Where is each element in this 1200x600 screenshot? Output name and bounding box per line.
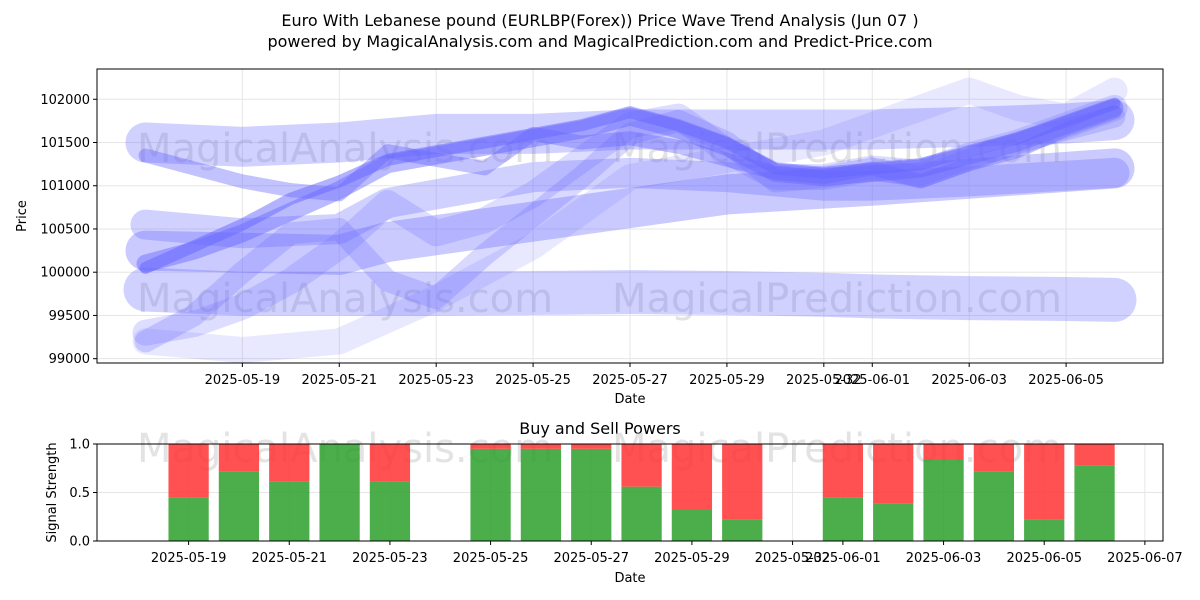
buy-bar <box>168 497 209 541</box>
watermark: MagicalAnalysis.com <box>137 276 553 322</box>
chart-title: Euro With Lebanese pound (EURLBP(Forex))… <box>281 11 918 30</box>
x-tick-label: 2025-05-32 <box>786 373 862 388</box>
x-tick-label: 2025-05-27 <box>553 551 629 566</box>
buy-bar <box>319 444 360 541</box>
wave-series <box>125 148 1135 275</box>
x-tick-label: 2025-05-21 <box>301 373 377 388</box>
x-tick-label: 2025-06-07 <box>1107 551 1183 566</box>
bar-chart-title: Buy and Sell Powers <box>519 419 681 438</box>
wave-series <box>138 105 1122 202</box>
x-tick-label: 2025-05-29 <box>654 551 730 566</box>
x-tick-label: 2025-05-25 <box>495 373 571 388</box>
buy-bar <box>873 503 914 541</box>
y-tick-label: 100000 <box>40 266 90 281</box>
plot-frame <box>96 68 1164 364</box>
wave-series <box>132 94 1128 346</box>
x-axis-label: Date <box>614 392 645 407</box>
y-tick-label: 0.5 <box>69 486 90 501</box>
x-tick-label: 2025-05-25 <box>453 551 529 566</box>
x-tick-label: 2025-05-23 <box>352 551 428 566</box>
wave-series <box>132 77 1128 363</box>
sell-bar <box>973 444 1015 472</box>
x-tick-label: 2025-05-29 <box>689 373 765 388</box>
plot-frame <box>96 443 1164 542</box>
wave-series <box>123 267 1137 322</box>
wave-series <box>134 105 1126 353</box>
sell-bar <box>1024 444 1065 520</box>
y-tick-label: 0.0 <box>69 535 90 550</box>
buy-bar <box>1024 519 1065 541</box>
wave-series <box>136 98 1124 273</box>
y-tick-label: 101000 <box>40 179 90 194</box>
x-tick-label: 2025-05-32 <box>755 551 831 566</box>
x-tick-label: 2025-05-19 <box>205 373 281 388</box>
x-tick-label: 2025-05-23 <box>398 373 474 388</box>
x-tick-label: 2025-06-05 <box>1006 551 1082 566</box>
x-axis-label: Date <box>614 571 645 586</box>
x-tick-label: 2025-05-19 <box>151 551 227 566</box>
buy-bar <box>269 481 310 541</box>
y-tick-label: 99500 <box>49 309 90 324</box>
x-tick-label: 2025-05-27 <box>592 373 668 388</box>
sell-bar <box>822 444 864 498</box>
sell-bar <box>873 444 914 504</box>
sell-bar <box>571 444 612 449</box>
buy-bar <box>520 448 562 541</box>
buy-bar <box>571 448 612 541</box>
buy-bar <box>923 459 964 541</box>
sell-bar <box>369 444 411 482</box>
wave-series <box>130 157 1130 249</box>
buy-bar <box>722 519 763 541</box>
y-tick-label: 100500 <box>40 222 90 237</box>
x-tick-label: 2025-06-03 <box>906 551 982 566</box>
buy-bar <box>369 481 411 541</box>
wave-series <box>125 100 1135 167</box>
buy-bar <box>671 508 713 541</box>
sell-bar <box>621 444 662 487</box>
buy-bar <box>822 497 864 541</box>
buy-bar <box>1074 465 1115 541</box>
y-tick-label: 101500 <box>40 136 90 151</box>
sell-bar <box>722 444 763 520</box>
chart-subtitle: powered by MagicalAnalysis.com and Magic… <box>267 32 932 51</box>
watermark: MagicalAnalysis.com <box>137 126 553 172</box>
x-tick-label: 2025-05-21 <box>251 551 327 566</box>
sell-bar <box>671 444 713 509</box>
wave-layer <box>123 77 1137 363</box>
x-tick-label: 2025-06-01 <box>834 373 910 388</box>
x-tick-label: 2025-06-05 <box>1028 373 1104 388</box>
sell-bar <box>520 444 562 449</box>
y-axis-label: Signal Strength <box>45 442 60 542</box>
sell-bar <box>923 444 964 460</box>
y-axis-label: Price <box>15 200 30 232</box>
buy-bar <box>973 471 1015 541</box>
y-tick-label: 99000 <box>49 352 90 367</box>
buy-bar <box>621 486 662 541</box>
y-tick-label: 1.0 <box>69 438 90 453</box>
sell-bar <box>168 444 209 498</box>
x-tick-label: 2025-06-03 <box>931 373 1007 388</box>
sell-bar <box>218 444 260 472</box>
sell-bar <box>269 444 310 482</box>
x-tick-label: 2025-06-01 <box>805 551 881 566</box>
watermark: MagicalPrediction.com <box>612 276 1062 322</box>
buy-bar <box>218 471 260 541</box>
wave-series <box>139 97 1121 274</box>
buy-bar <box>470 448 511 541</box>
sell-bar <box>1074 444 1115 466</box>
sell-bar <box>470 444 511 449</box>
y-tick-label: 102000 <box>40 93 90 108</box>
